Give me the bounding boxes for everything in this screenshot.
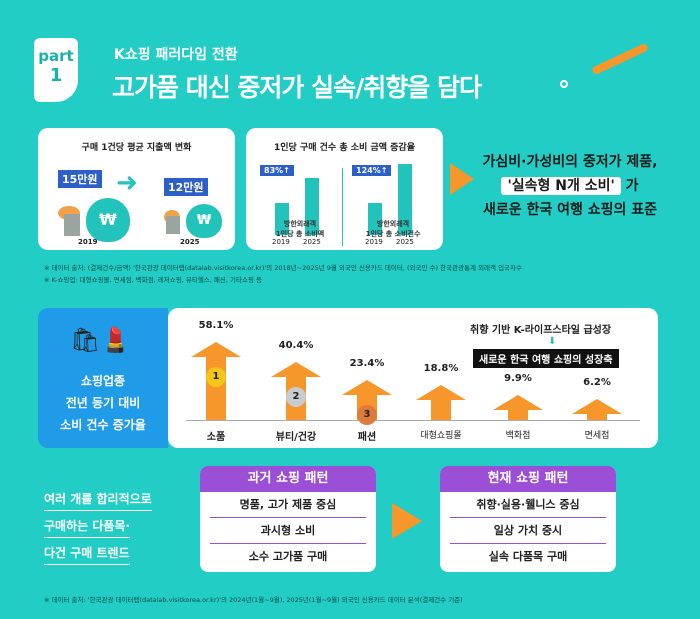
money-bag-icon: ₩	[186, 204, 222, 238]
year-label: 2019	[272, 238, 290, 246]
per-capita-card: 1인당 구매 건수 총 소비 금액 증감율 83%↑ 2019 2025 124…	[246, 128, 443, 250]
panel-line: 소비 건수 증가율	[60, 418, 146, 432]
year-label: 2025	[303, 238, 321, 246]
page-title: 고가품 대신 중저가 실속/취향을 담다	[112, 73, 482, 102]
rank-medal-icon: 2	[286, 386, 306, 407]
category-label: 대형쇼핑몰	[420, 431, 462, 441]
panel-line: 쇼핑업종	[80, 374, 126, 388]
money-bag-icon: ₩	[86, 198, 130, 242]
trend-text: 여러 개를 합리적으로 구매하는 다품목· 다건 구매 트렌드	[44, 486, 152, 567]
source-note: ※ 데이터 출처: (결제건수/금액) '한국관광 데이터랩(datalab.v…	[44, 264, 522, 272]
bar-arrow	[493, 395, 543, 420]
category-label: 패션	[357, 432, 377, 443]
growth-badge: 83%↑	[260, 165, 294, 176]
rank-medal-icon: 1	[206, 367, 226, 388]
part-label: part	[38, 47, 74, 65]
list-item: 명품, 고가 제품 중심	[210, 492, 366, 518]
bar-2025	[305, 178, 319, 235]
part-number: 1	[49, 65, 63, 86]
year-label: 2025	[396, 238, 414, 246]
caption-left: 방한외래객 1인당 총 소비액	[275, 220, 325, 238]
from-year: 2019	[78, 238, 98, 246]
arrow-right-icon	[392, 503, 422, 539]
part-tag: part 1	[34, 38, 78, 102]
arrow-right-icon: ➜	[116, 168, 138, 198]
growth-badge: 124%↑	[352, 165, 392, 176]
bar-arrow	[416, 385, 466, 420]
list-item: 과시형 소비	[210, 518, 366, 544]
to-year: 2025	[180, 238, 200, 246]
past-pattern-box: 과거 쇼핑 패턴 명품, 고가 제품 중심 과시형 소비 소수 고가품 구매	[200, 466, 376, 572]
arrow-right-icon	[450, 163, 474, 195]
value-label: 18.8%	[423, 363, 459, 375]
box-title: 현재 쇼핑 패턴	[440, 466, 616, 492]
list-item: 일상 가치 중시	[450, 518, 606, 544]
bar-arrow	[572, 399, 622, 420]
avg-spend-card: 구매 1건당 평균 지출액 변화 15만원 ₩ 2019 ➜ 12만원 ₩ 20…	[38, 128, 235, 250]
rank-medal-icon: 3	[357, 405, 377, 426]
confetti-decoration	[591, 42, 649, 76]
category-label: 소품	[206, 432, 226, 443]
from-value: 15만원	[58, 170, 102, 188]
source-note-bottom: ※ 데이터 출처: '한국관광 데이터랩(datalab.visitkorea.…	[44, 596, 463, 604]
year-label: 2019	[365, 238, 383, 246]
value-label: 40.4%	[278, 339, 314, 351]
bar-2025	[398, 164, 412, 235]
subtitle: K쇼핑 패러다임 전환	[114, 47, 238, 63]
panel-line: 전년 동기 대비	[65, 396, 141, 410]
list-item: 취향·실용·웰니스 중심	[450, 492, 606, 518]
to-value: 12만원	[164, 178, 208, 196]
present-pattern-box: 현재 쇼핑 패턴 취향·실용·웰니스 중심 일상 가치 중시 실속 다품목 구매	[440, 466, 616, 572]
callout-box: 새로운 한국 여행 쇼핑의 성장축	[473, 349, 619, 368]
list-item: 실속 다품목 구매	[488, 550, 568, 563]
list-item: 소수 고가품 구매	[248, 550, 328, 563]
category-note: ※ K-쇼핑업: 대형쇼핑몰, 면세점, 백화점, 레저쇼핑, 뷰티헬스, 패션…	[44, 276, 262, 284]
arrow-down-icon: ⬇	[548, 336, 557, 347]
card-title: 구매 1건당 평균 지출액 변화	[81, 143, 192, 153]
category-label: 뷰티/건강	[275, 432, 317, 443]
caption-right: 방한외래객 1인당 총 소비건수	[365, 220, 421, 238]
chart-panel	[168, 308, 658, 448]
side-panel: 🛍💄 쇼핑업종 전년 동기 대비 소비 건수 증가율	[38, 308, 168, 448]
shopping-icons: 🛍💄	[70, 326, 131, 354]
value-label: 9.9%	[504, 373, 532, 385]
confetti-decoration	[560, 80, 568, 88]
baseline	[186, 420, 640, 421]
tagline: 가심비·가성비의 중저가 제품, '실속형 N개 소비' 가 새로운 한국 여행…	[482, 154, 658, 218]
category-label: 면세점	[584, 431, 610, 441]
value-label: 58.1%	[198, 320, 234, 332]
callout-text: 취향 기반 K-라이프스타일 급성장	[470, 325, 612, 336]
category-label: 백화점	[505, 431, 531, 441]
value-label: 23.4%	[349, 358, 385, 370]
bar-2019	[275, 203, 289, 235]
card-title: 1인당 구매 건수 총 소비 금액 증감율	[274, 143, 415, 153]
box-title: 과거 쇼핑 패턴	[200, 466, 376, 492]
value-label: 6.2%	[583, 377, 611, 389]
bar-2019	[368, 203, 382, 235]
